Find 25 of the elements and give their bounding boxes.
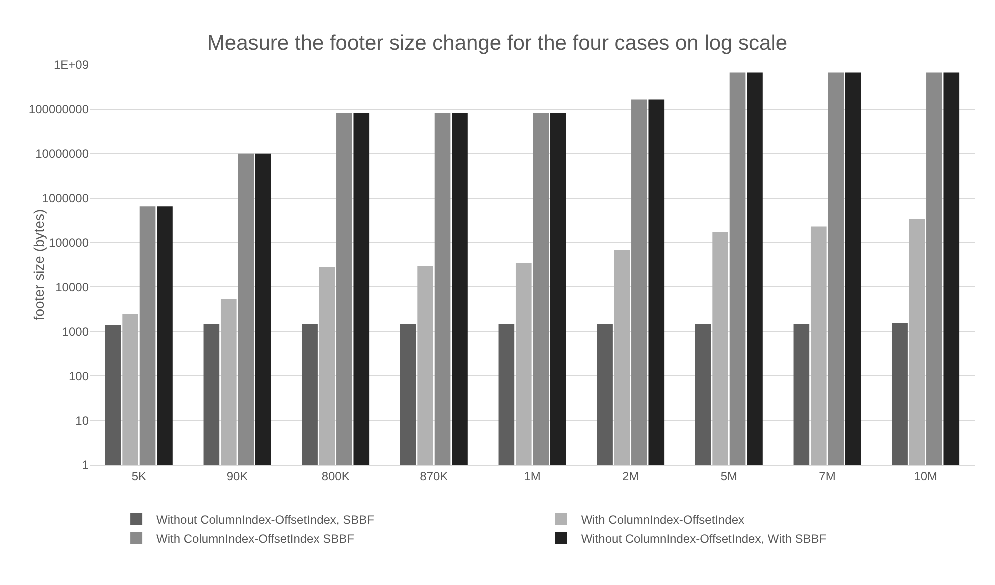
x-tick-label: 10M	[914, 469, 938, 484]
y-tick-label: 100000000	[28, 102, 90, 117]
chart-title: Measure the footer size change for the four cases on log scale	[207, 32, 788, 55]
x-tick-label: 90K	[226, 469, 248, 484]
x-tick-label: 1M	[524, 469, 541, 484]
y-tick-label: 1000000	[42, 192, 90, 206]
y-tick-label: 10	[76, 414, 90, 428]
y-tick-label: 10000000	[36, 147, 90, 162]
x-tick-label: 800K	[322, 469, 350, 484]
y-tick-label: 1000	[62, 324, 90, 339]
x-tick-label: 2M	[622, 469, 640, 484]
x-tick-label: 5K	[132, 469, 147, 484]
legend-label: With ColumnIndex-OffsetIndex SBBF	[156, 532, 354, 546]
x-tick-label: 5M	[720, 469, 738, 484]
x-tick-label: 870K	[420, 469, 448, 484]
y-tick-label: 1	[82, 458, 90, 472]
y-tick-label: 100	[68, 369, 90, 384]
legend-label: Without ColumnIndex-OffsetIndex, With SBBF	[581, 532, 827, 546]
y-tick-label: 10000	[56, 280, 90, 294]
legend-label: Without ColumnIndex-OffsetIndex, SBBF	[156, 513, 374, 528]
x-tick-label: 7M	[819, 469, 836, 484]
y-axis-title: footer size (bytes)	[30, 209, 47, 321]
legend-label: With ColumnIndex-OffsetIndex	[581, 513, 745, 528]
y-tick-label: 100000	[48, 236, 90, 250]
y-tick-label: 1E+09	[54, 58, 90, 72]
